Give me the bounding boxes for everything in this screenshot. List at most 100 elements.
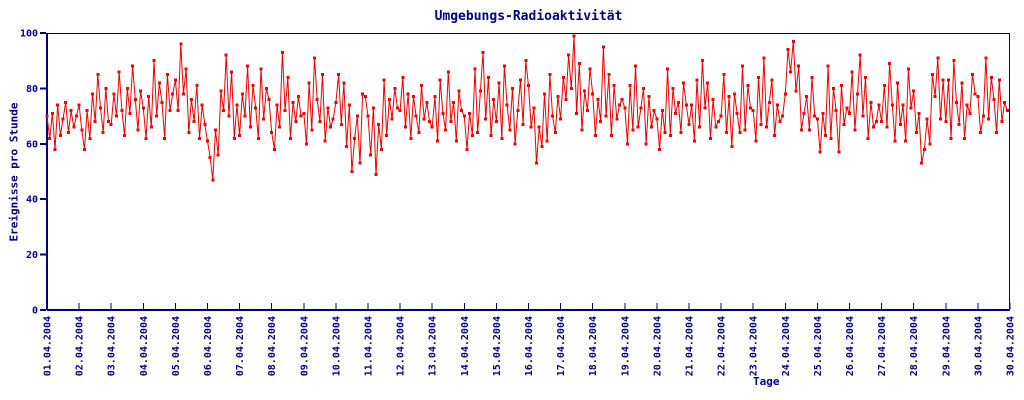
series-marker — [906, 67, 910, 71]
series-marker — [708, 136, 712, 140]
series-marker — [880, 120, 884, 124]
series-marker — [379, 147, 383, 151]
series-marker — [460, 109, 464, 113]
series-marker — [339, 122, 343, 126]
series-marker — [90, 92, 94, 96]
y-tick-label: 20 — [26, 250, 38, 261]
x-tick-label: 15.04.2004 — [492, 316, 503, 376]
series-marker — [288, 136, 292, 140]
series-marker — [799, 128, 803, 132]
series-marker — [48, 136, 52, 140]
series-marker — [698, 125, 702, 129]
series-marker — [436, 139, 440, 143]
series-marker — [264, 86, 268, 90]
series-marker — [99, 106, 102, 110]
series-marker — [904, 139, 908, 143]
x-tick-label: 19.04.2004 — [620, 316, 631, 376]
series-marker — [387, 97, 391, 101]
series-marker — [981, 114, 985, 118]
series-marker — [136, 128, 140, 132]
x-tick-label: 29.04.2004 — [941, 316, 952, 376]
series-marker — [187, 131, 191, 135]
series-marker — [527, 84, 530, 88]
series-marker — [599, 120, 603, 124]
series-marker — [184, 67, 188, 71]
series-marker — [476, 131, 480, 135]
series-marker — [553, 131, 557, 135]
series-marker — [139, 89, 143, 93]
series-marker — [540, 145, 544, 149]
x-tick-label: 04.04.2004 — [139, 316, 150, 376]
series-marker — [831, 86, 835, 90]
series-marker — [535, 161, 539, 165]
x-tick-label: 30.04.2004 — [973, 316, 984, 376]
series-marker — [286, 75, 290, 79]
series-marker — [642, 86, 646, 90]
series-marker — [401, 75, 405, 79]
series-marker — [866, 136, 870, 140]
y-tick-label: 60 — [26, 139, 38, 150]
x-tick-label: 24.04.2004 — [781, 316, 792, 376]
series-marker — [93, 120, 97, 124]
series-marker — [104, 86, 108, 90]
series-marker — [971, 73, 975, 77]
series-marker — [513, 142, 517, 146]
series-marker — [505, 103, 509, 107]
series-marker — [938, 117, 942, 121]
series-marker — [716, 120, 720, 124]
series-marker — [478, 89, 482, 93]
chart-title: Umgebungs-Radioaktivität — [434, 9, 623, 24]
series-marker — [484, 117, 488, 121]
series-marker — [941, 78, 945, 82]
series-marker — [58, 133, 62, 137]
series-marker — [636, 125, 640, 129]
series-marker — [214, 128, 218, 132]
series-marker — [230, 70, 234, 74]
series-marker — [173, 78, 177, 82]
x-tick-label: 22.04.2004 — [717, 316, 728, 376]
series-line — [46, 35, 1008, 180]
series-marker — [532, 106, 536, 110]
series-marker — [778, 120, 782, 124]
series-marker — [797, 64, 801, 68]
series-marker — [754, 139, 758, 143]
series-marker — [738, 131, 742, 135]
series-marker — [157, 81, 161, 85]
x-tick-label: 05.04.2004 — [171, 316, 182, 376]
series-marker — [112, 92, 116, 96]
series-marker — [746, 84, 750, 88]
x-tick-label: 26.04.2004 — [845, 316, 856, 376]
series-marker — [949, 136, 953, 140]
series-marker — [842, 122, 846, 126]
series-marker — [329, 125, 333, 129]
series-marker — [441, 111, 445, 115]
series-marker — [639, 106, 643, 110]
series-marker — [275, 103, 279, 107]
x-tick-label: 03.04.2004 — [107, 316, 118, 376]
series-marker — [115, 114, 119, 118]
series-marker — [66, 131, 70, 135]
series-marker — [933, 95, 937, 99]
series-marker — [658, 147, 662, 151]
series-marker — [457, 89, 461, 93]
series-marker — [489, 133, 493, 137]
series-marker — [294, 120, 298, 124]
series-marker — [826, 64, 830, 68]
series-marker — [802, 111, 806, 115]
x-tick-label: 21.04.2004 — [685, 316, 696, 376]
series-marker — [588, 67, 592, 71]
x-tick-label: 14.04.2004 — [460, 316, 471, 376]
series-marker — [120, 109, 124, 113]
series-marker — [96, 73, 100, 77]
series-marker — [682, 81, 686, 85]
series-marker — [310, 128, 314, 132]
series-marker — [757, 75, 761, 79]
series-marker — [890, 103, 894, 107]
series-marker — [398, 109, 402, 113]
series-marker — [347, 103, 351, 107]
series-marker — [195, 84, 199, 88]
series-marker — [545, 139, 549, 143]
series-marker — [625, 142, 629, 146]
series-marker — [837, 150, 841, 154]
